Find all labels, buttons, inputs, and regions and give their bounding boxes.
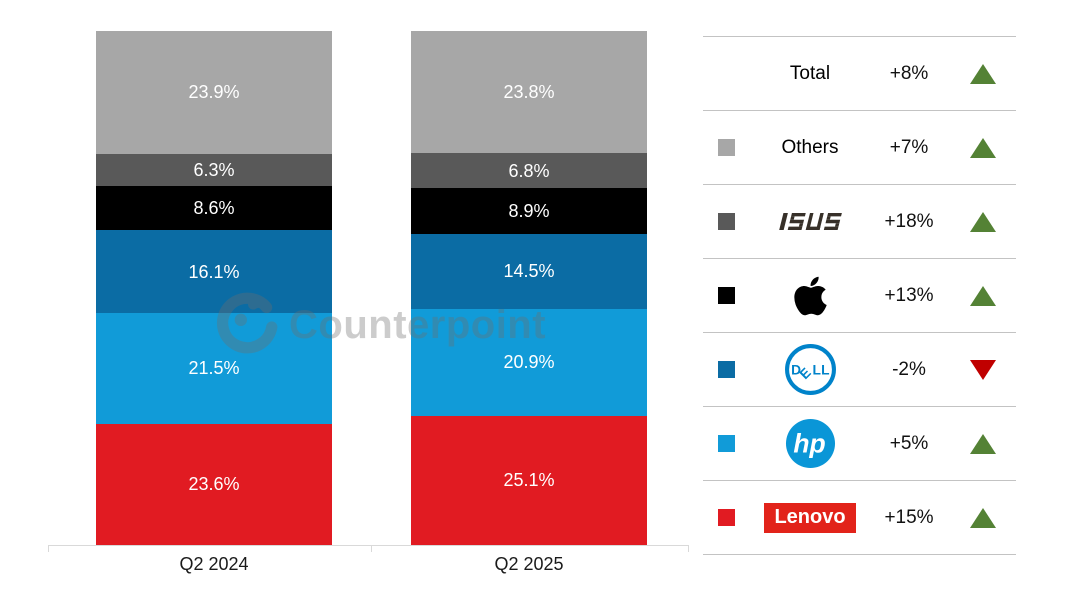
segment-dell-q2-2025: 14.5% (411, 234, 647, 309)
segment-value-label: 23.9% (188, 82, 240, 103)
yoy-change-hp: +5% (889, 432, 929, 454)
x-axis-tick (688, 545, 689, 552)
svg-text:L: L (812, 363, 820, 378)
down-triangle-icon (969, 359, 996, 380)
asus-swatch (718, 213, 735, 230)
legend-row-apple: +13% (703, 258, 1016, 332)
up-triangle-icon (969, 137, 996, 158)
lenovo-logo: Lenovo (764, 502, 856, 533)
segment-dell-q2-2024: 16.1% (96, 230, 332, 314)
segment-value-label: 21.5% (188, 358, 240, 379)
dell-logo: D E L L (784, 344, 836, 395)
hp-logo: hp (785, 418, 835, 469)
yoy-change-others: +7% (889, 136, 929, 158)
apple-logo (793, 276, 827, 315)
x-axis-line (48, 545, 688, 546)
segment-apple-q2-2024: 8.6% (96, 186, 332, 231)
legend-label-others: Others (781, 136, 839, 158)
bar-q2-2025: 23.8% 6.8% 8.9% 14.5% 20.9% 25.1% (411, 31, 647, 545)
hp-swatch (718, 435, 735, 452)
apple-swatch (718, 287, 735, 304)
segment-hp-q2-2024: 21.5% (96, 313, 332, 424)
svg-text:hp: hp (793, 428, 825, 458)
segment-apple-q2-2025: 8.9% (411, 188, 647, 234)
x-axis-label-q2-2024: Q2 2024 (179, 554, 249, 574)
up-triangle-icon (969, 63, 996, 84)
segment-asus-q2-2024: 6.3% (96, 153, 332, 187)
yoy-change-asus: +18% (884, 210, 934, 232)
yoy-change-lenovo: +15% (884, 506, 934, 528)
segment-lenovo-q2-2025: 25.1% (411, 415, 647, 545)
legend-row-hp: hp +5% (703, 406, 1016, 480)
legend-table: Total +8% Others +7% +18% +13% D E L L (703, 36, 1016, 555)
segment-value-label: 8.9% (508, 201, 550, 222)
svg-text:E: E (796, 365, 813, 382)
up-triangle-icon (969, 507, 996, 528)
segment-value-label: 8.6% (193, 198, 235, 219)
segment-value-label: 6.8% (508, 160, 550, 181)
up-triangle-icon (969, 211, 996, 232)
lenovo-swatch (718, 509, 735, 526)
svg-text:D: D (791, 363, 801, 378)
yoy-change-apple: +13% (884, 284, 934, 306)
up-triangle-icon (969, 433, 996, 454)
svg-text:L: L (821, 363, 829, 378)
segment-value-label: 6.3% (193, 160, 235, 181)
segment-others-q2-2024: 23.9% (96, 31, 332, 154)
legend-row-others: Others +7% (703, 110, 1016, 184)
x-axis-tick (48, 545, 49, 552)
legend-row-asus: +18% (703, 184, 1016, 258)
segment-value-label: 14.5% (503, 261, 555, 282)
dell-swatch (718, 361, 735, 378)
legend-row-dell: D E L L -2% (703, 332, 1016, 406)
segment-others-q2-2025: 23.8% (411, 31, 647, 154)
x-axis-tick (371, 545, 372, 552)
segment-value-label: 25.1% (503, 470, 555, 491)
segment-value-label: 20.9% (503, 352, 555, 373)
up-triangle-icon (969, 285, 996, 306)
asus-logo (779, 213, 842, 230)
x-axis-label-q2-2025: Q2 2025 (494, 554, 564, 574)
segment-value-label: 23.6% (188, 474, 240, 495)
segment-lenovo-q2-2024: 23.6% (96, 423, 332, 545)
legend-row-lenovo: Lenovo +15% (703, 480, 1016, 555)
bar-q2-2024: 23.9% 6.3% 8.6% 16.1% 21.5% 23.6% (96, 31, 332, 545)
segment-value-label: 16.1% (188, 261, 240, 282)
legend-label-total: Total (789, 62, 831, 84)
legend-row-total: Total +8% (703, 36, 1016, 110)
yoy-change-total: +8% (889, 62, 929, 84)
segment-asus-q2-2025: 6.8% (411, 153, 647, 189)
others-swatch (718, 139, 735, 156)
segment-value-label: 23.8% (503, 82, 555, 103)
yoy-change-dell: -2% (892, 358, 926, 380)
segment-hp-q2-2025: 20.9% (411, 308, 647, 416)
